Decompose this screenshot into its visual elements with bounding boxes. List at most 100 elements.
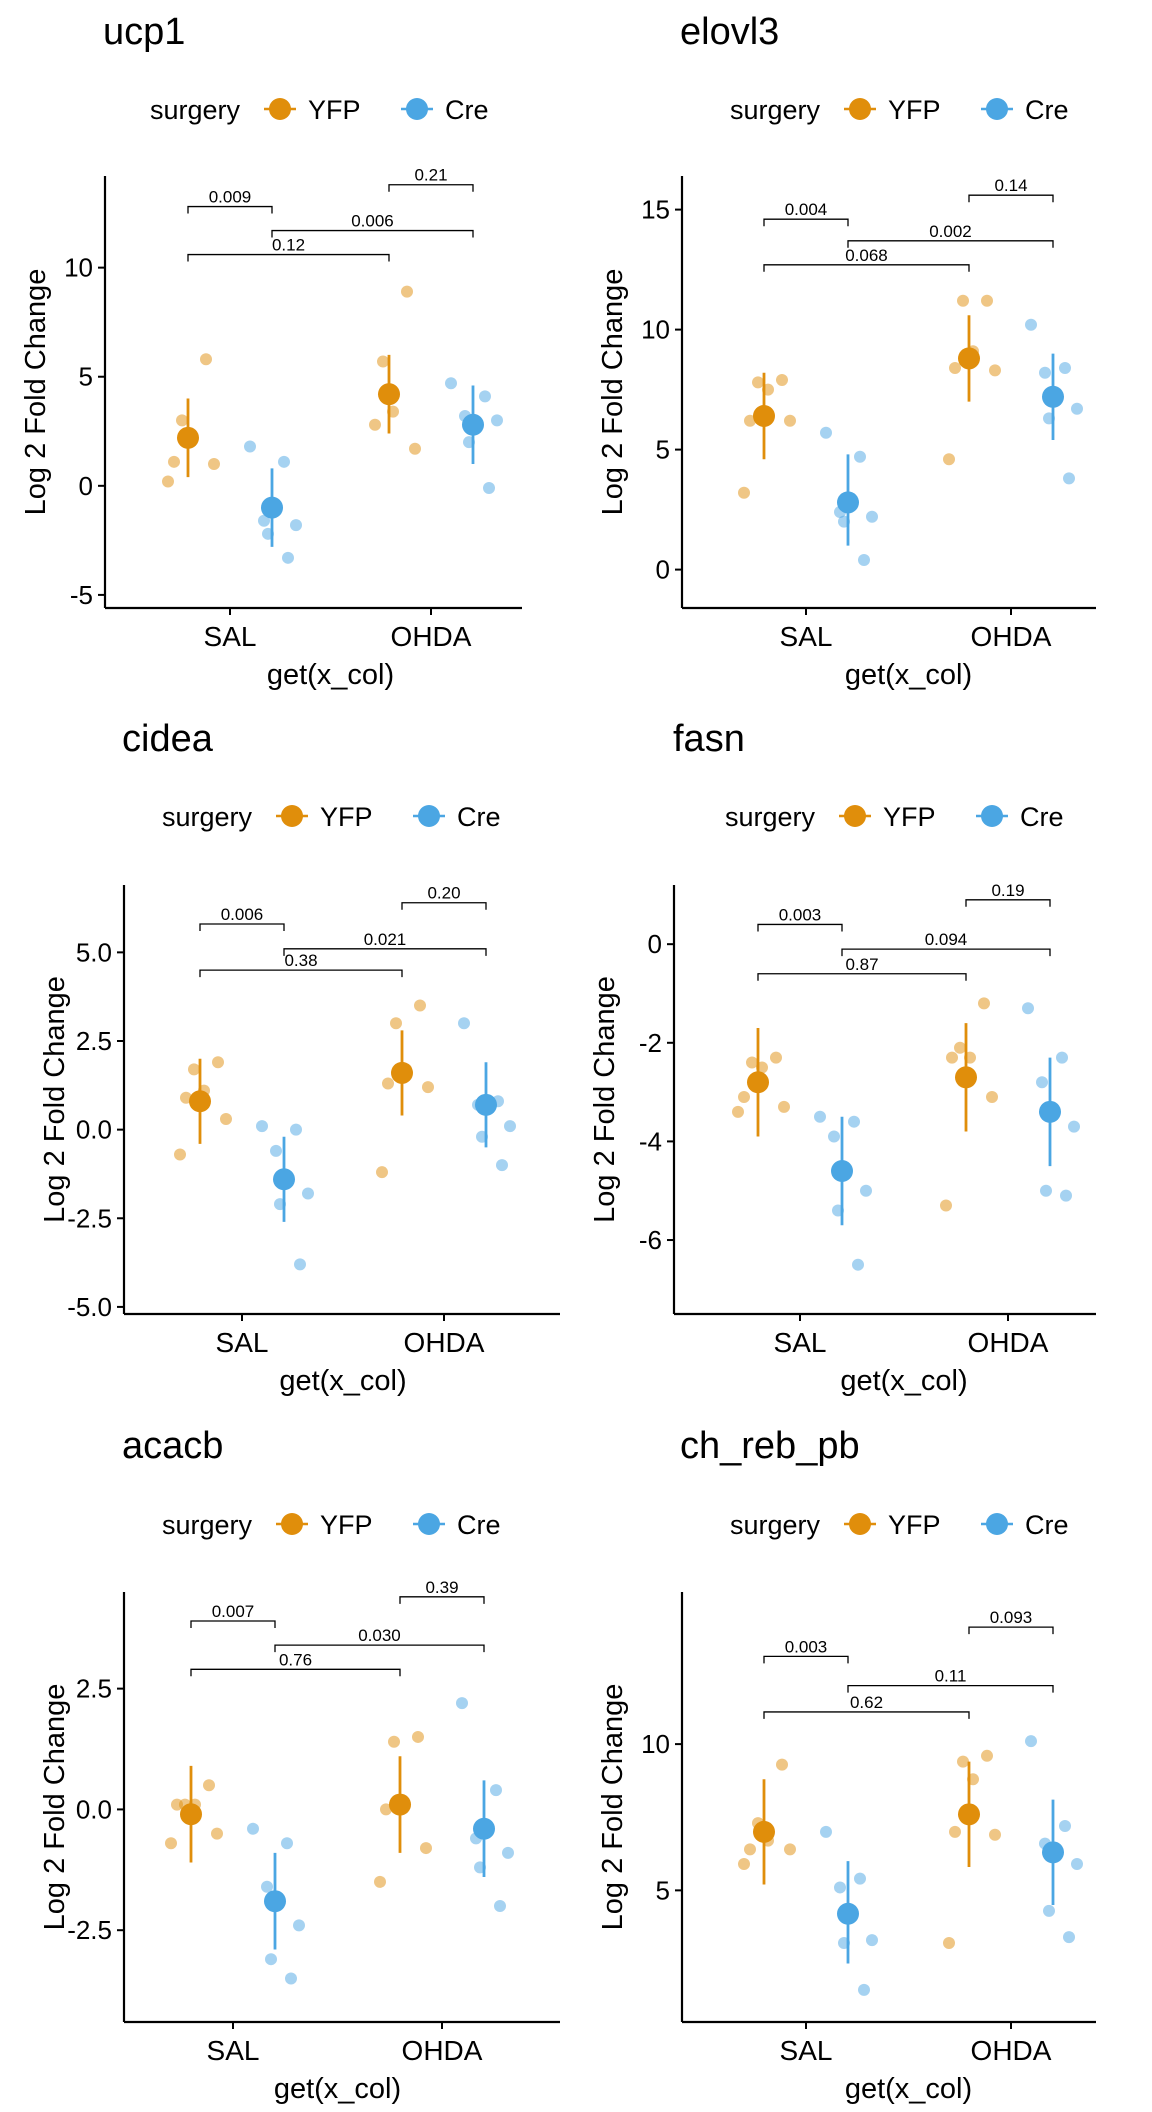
data-point-Cre-SAL: [261, 1880, 273, 1893]
y-tick-label: 0: [79, 471, 93, 501]
legend-key-point: [406, 98, 428, 120]
mean-point-YFP-SAL: [753, 405, 775, 427]
chart-title: fasn: [673, 718, 745, 760]
data-point-Cre-OHDA: [502, 1846, 514, 1859]
bracket-line: [274, 1644, 485, 1653]
legend-item-Cre: Cre: [976, 802, 1064, 832]
y-tick-label: 5.0: [76, 937, 112, 967]
p-value-label: 0.094: [925, 930, 968, 949]
mean-point-Cre-SAL: [261, 496, 283, 519]
bracket-line: [399, 1596, 485, 1604]
y-tick-label: 2.5: [76, 1674, 112, 1704]
bracket-line: [968, 194, 1054, 203]
y-axis-label: Log 2 Fold Change: [39, 1684, 71, 1931]
p-value-label: 0.20: [427, 884, 460, 903]
data-point-Cre-SAL: [278, 455, 290, 468]
data-point-Cre-SAL: [866, 1934, 878, 1947]
significance-bracket: 0.39: [399, 1578, 485, 1604]
data-point-Cre-SAL: [820, 1825, 832, 1838]
data-point-Cre-OHDA: [1071, 1858, 1083, 1871]
legend-item-YFP: YFP: [839, 802, 936, 832]
data-point-Cre-OHDA: [504, 1120, 516, 1133]
x-tick-label-SAL: SAL: [780, 2035, 833, 2066]
legend: surgery YFP Cre: [162, 1510, 501, 1540]
y-tick-label: 15: [641, 195, 670, 225]
legend-item-YFP: YFP: [844, 95, 941, 125]
y-axis-label: Log 2 Fold Change: [597, 1684, 629, 1931]
data-point-Cre-SAL: [866, 510, 878, 523]
panel-acacb: acacb surgery YFP Cre -2.5 0.0 2.5 SAL OHDAget(x…: [39, 1425, 560, 2105]
data-point-YFP-OHDA: [957, 294, 969, 307]
bracket-line: [187, 253, 390, 262]
data-point-Cre-SAL: [828, 1130, 840, 1143]
legend-label-Cre: Cre: [457, 1510, 501, 1540]
mean-point-YFP-OHDA: [389, 1793, 411, 1816]
p-value-label: 0.009: [209, 188, 252, 207]
data-point-Cre-OHDA: [1025, 318, 1037, 331]
data-point-YFP-SAL: [174, 1148, 186, 1161]
data-point-YFP-OHDA: [943, 1937, 955, 1950]
bracket-line: [763, 1711, 970, 1719]
data-point-YFP-OHDA: [940, 1199, 952, 1212]
significance-bracket: 0.19: [965, 881, 1051, 907]
legend-key-point: [986, 98, 1008, 120]
y-tick-label: 10: [641, 315, 670, 345]
legend-key-point: [281, 1513, 303, 1535]
data-point-Cre-SAL: [282, 551, 294, 564]
x-tick-label-SAL: SAL: [774, 1327, 827, 1358]
p-value-label: 0.021: [364, 930, 407, 949]
bracket-line: [190, 1620, 276, 1628]
data-point-YFP-OHDA: [946, 1051, 958, 1064]
data-point-YFP-OHDA: [943, 453, 955, 466]
significance-bracket: 0.021: [283, 930, 487, 956]
significance-bracket: 0.62: [763, 1693, 970, 1719]
data-point-YFP-SAL: [770, 1051, 782, 1064]
data-point-Cre-OHDA: [496, 1159, 508, 1172]
mean-point-YFP-SAL: [177, 426, 199, 449]
data-point-Cre-SAL: [848, 1115, 860, 1128]
p-value-label: 0.004: [785, 200, 828, 219]
data-point-YFP-OHDA: [986, 1091, 998, 1104]
bracket-line: [388, 184, 474, 192]
mean-point-YFP-OHDA: [958, 347, 980, 370]
data-point-Cre-OHDA: [479, 390, 491, 403]
data-point-Cre-OHDA: [490, 1784, 502, 1797]
data-point-YFP-SAL: [752, 376, 764, 389]
significance-bracket: 0.11: [847, 1667, 1054, 1693]
x-axis-label: get(x_col): [267, 659, 394, 691]
legend-item-YFP: YFP: [264, 95, 361, 125]
chart-title: elovl3: [680, 11, 779, 53]
data-point-YFP-SAL: [188, 1063, 200, 1076]
data-point-Cre-OHDA: [491, 414, 503, 427]
data-point-Cre-SAL: [270, 1144, 282, 1157]
bracket-line: [187, 205, 273, 214]
mean-point-YFP-SAL: [180, 1803, 202, 1826]
data-point-YFP-OHDA: [401, 285, 413, 298]
y-tick-label: 0.0: [76, 1794, 112, 1824]
x-tick-label-SAL: SAL: [204, 621, 257, 652]
significance-bracket: 0.003: [763, 1637, 849, 1664]
legend-item-Cre: Cre: [413, 802, 501, 832]
data-point-YFP-OHDA: [369, 418, 381, 431]
data-point-Cre-OHDA: [1071, 402, 1083, 415]
y-tick-label: 10: [64, 253, 93, 283]
data-point-Cre-SAL: [293, 1919, 305, 1932]
data-point-YFP-OHDA: [989, 1828, 1001, 1841]
mean-point-YFP-OHDA: [958, 1803, 980, 1826]
data-point-YFP-SAL: [162, 475, 174, 488]
y-tick-label: 2.5: [76, 1026, 112, 1056]
legend-label-YFP: YFP: [308, 95, 361, 125]
data-point-Cre-SAL: [860, 1184, 872, 1197]
mean-point-Cre-SAL: [273, 1168, 295, 1191]
data-point-Cre-SAL: [852, 1258, 864, 1271]
data-point-Cre-SAL: [814, 1110, 826, 1123]
data-point-Cre-OHDA: [445, 377, 457, 390]
legend-title: surgery: [725, 802, 816, 832]
y-axis-label: Log 2 Fold Change: [597, 269, 629, 516]
mean-point-YFP-SAL: [753, 1820, 775, 1843]
y-tick-label: -5.0: [67, 1292, 112, 1322]
data-point-Cre-OHDA: [1039, 366, 1051, 379]
data-point-YFP-SAL: [212, 1056, 224, 1069]
